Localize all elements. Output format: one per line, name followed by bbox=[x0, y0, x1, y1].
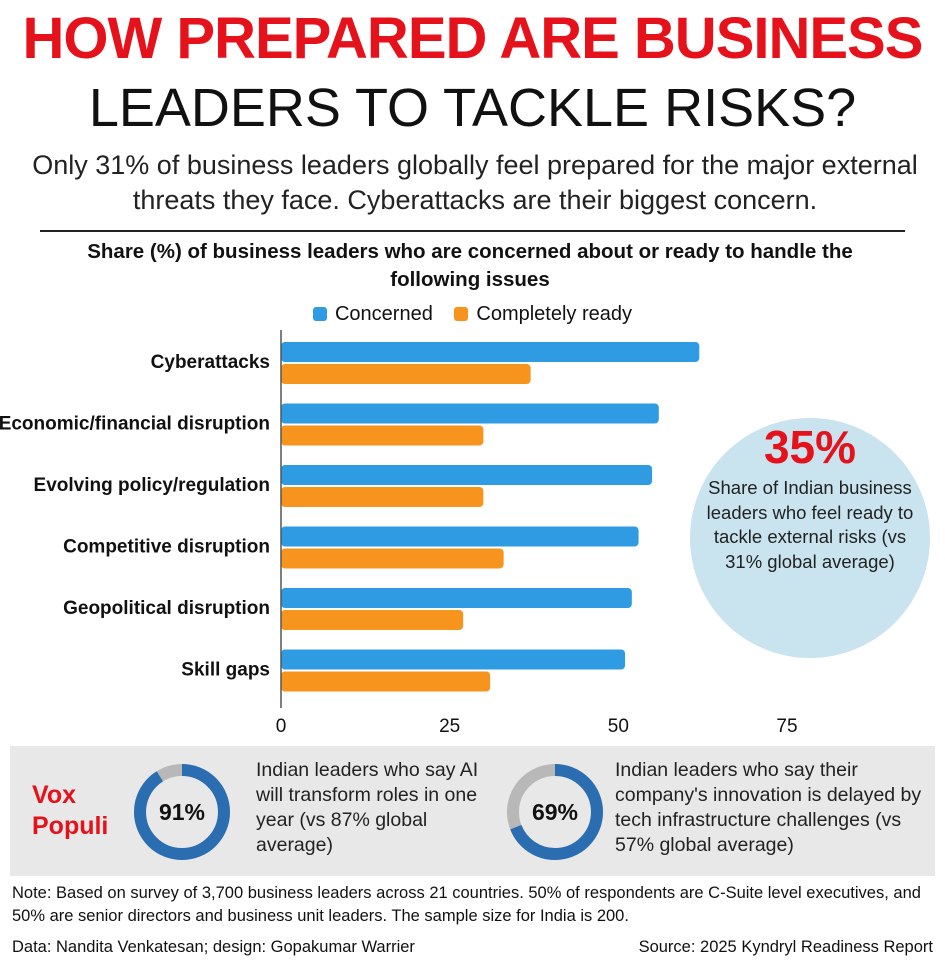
credit-line: Data: Nandita Venkatesan; design: Gopaku… bbox=[12, 938, 415, 956]
x-tick-label: 0 bbox=[276, 716, 287, 737]
donut-ring-innovation-delayed bbox=[507, 764, 603, 860]
india-callout-value: 35% bbox=[763, 421, 857, 473]
stat-text-ai-roles: Indian leaders who say AI will transform… bbox=[256, 759, 479, 856]
bar-concerned bbox=[281, 526, 639, 547]
footnote: Note: Based on survey of 3,700 business … bbox=[12, 884, 921, 925]
category-label: Cyberattacks bbox=[151, 352, 270, 373]
legend-item-completely-ready: Completely ready bbox=[454, 300, 632, 328]
chart-title: Share (%) of business leaders who are co… bbox=[87, 240, 853, 291]
bar-concerned bbox=[281, 403, 659, 424]
category-label: Competitive disruption bbox=[63, 537, 270, 558]
donut-arc bbox=[507, 764, 603, 860]
bar-concerned bbox=[281, 649, 626, 670]
vox-populi-title: Vox Populi bbox=[32, 781, 109, 840]
headline-line-1: HOW PREPARED ARE BUSINESS bbox=[22, 6, 924, 71]
chart-legend: Concerned Completely ready bbox=[0, 300, 945, 329]
donut-value-innovation-delayed: 69% bbox=[531, 799, 579, 825]
legend-label-completely-ready: Completely ready bbox=[476, 303, 633, 325]
bar-completely-ready bbox=[281, 548, 504, 569]
headline-line-2: LEADERS TO TACKLE RISKS? bbox=[88, 78, 857, 138]
bar-completely-ready bbox=[281, 610, 464, 630]
category-label: Economic/financial disruption bbox=[0, 414, 270, 435]
bar-concerned bbox=[281, 588, 632, 608]
donut-ring-ai-roles bbox=[134, 764, 230, 860]
donut-value-ai-roles: 91% bbox=[158, 799, 206, 825]
legend-swatch-concerned bbox=[312, 307, 327, 321]
bar-completely-ready bbox=[281, 364, 531, 384]
india-callout-circle bbox=[690, 418, 930, 658]
bar-completely-ready bbox=[281, 671, 491, 692]
divider-rule bbox=[40, 230, 905, 232]
bar-concerned bbox=[281, 465, 653, 485]
stat-text-innovation-delayed: Indian leaders who say their company's i… bbox=[615, 759, 922, 856]
category-label: Geopolitical disruption bbox=[63, 598, 270, 619]
bar-chart: Cyberattacks Economic/financial disruptio… bbox=[0, 330, 798, 737]
category-label: Skill gaps bbox=[181, 660, 270, 681]
legend-label-concerned: Concerned bbox=[334, 303, 433, 325]
bar-concerned bbox=[281, 342, 700, 362]
x-tick-label: 75 bbox=[776, 716, 797, 737]
category-label: Evolving policy/regulation bbox=[34, 475, 270, 496]
source-line: Source: 2025 Kyndryl Readiness Report bbox=[638, 938, 933, 956]
bar-completely-ready bbox=[281, 487, 484, 507]
india-callout-text: Share of Indian business leaders who fee… bbox=[706, 477, 914, 572]
legend-item-concerned: Concerned bbox=[312, 300, 433, 328]
legend-swatch-completely-ready bbox=[454, 307, 469, 321]
x-tick-label: 50 bbox=[608, 716, 629, 737]
donut-arc bbox=[134, 764, 230, 860]
bar-completely-ready bbox=[281, 425, 484, 446]
subtitle: Only 31% of business leaders globally fe… bbox=[32, 150, 918, 215]
x-tick-label: 25 bbox=[439, 716, 460, 737]
